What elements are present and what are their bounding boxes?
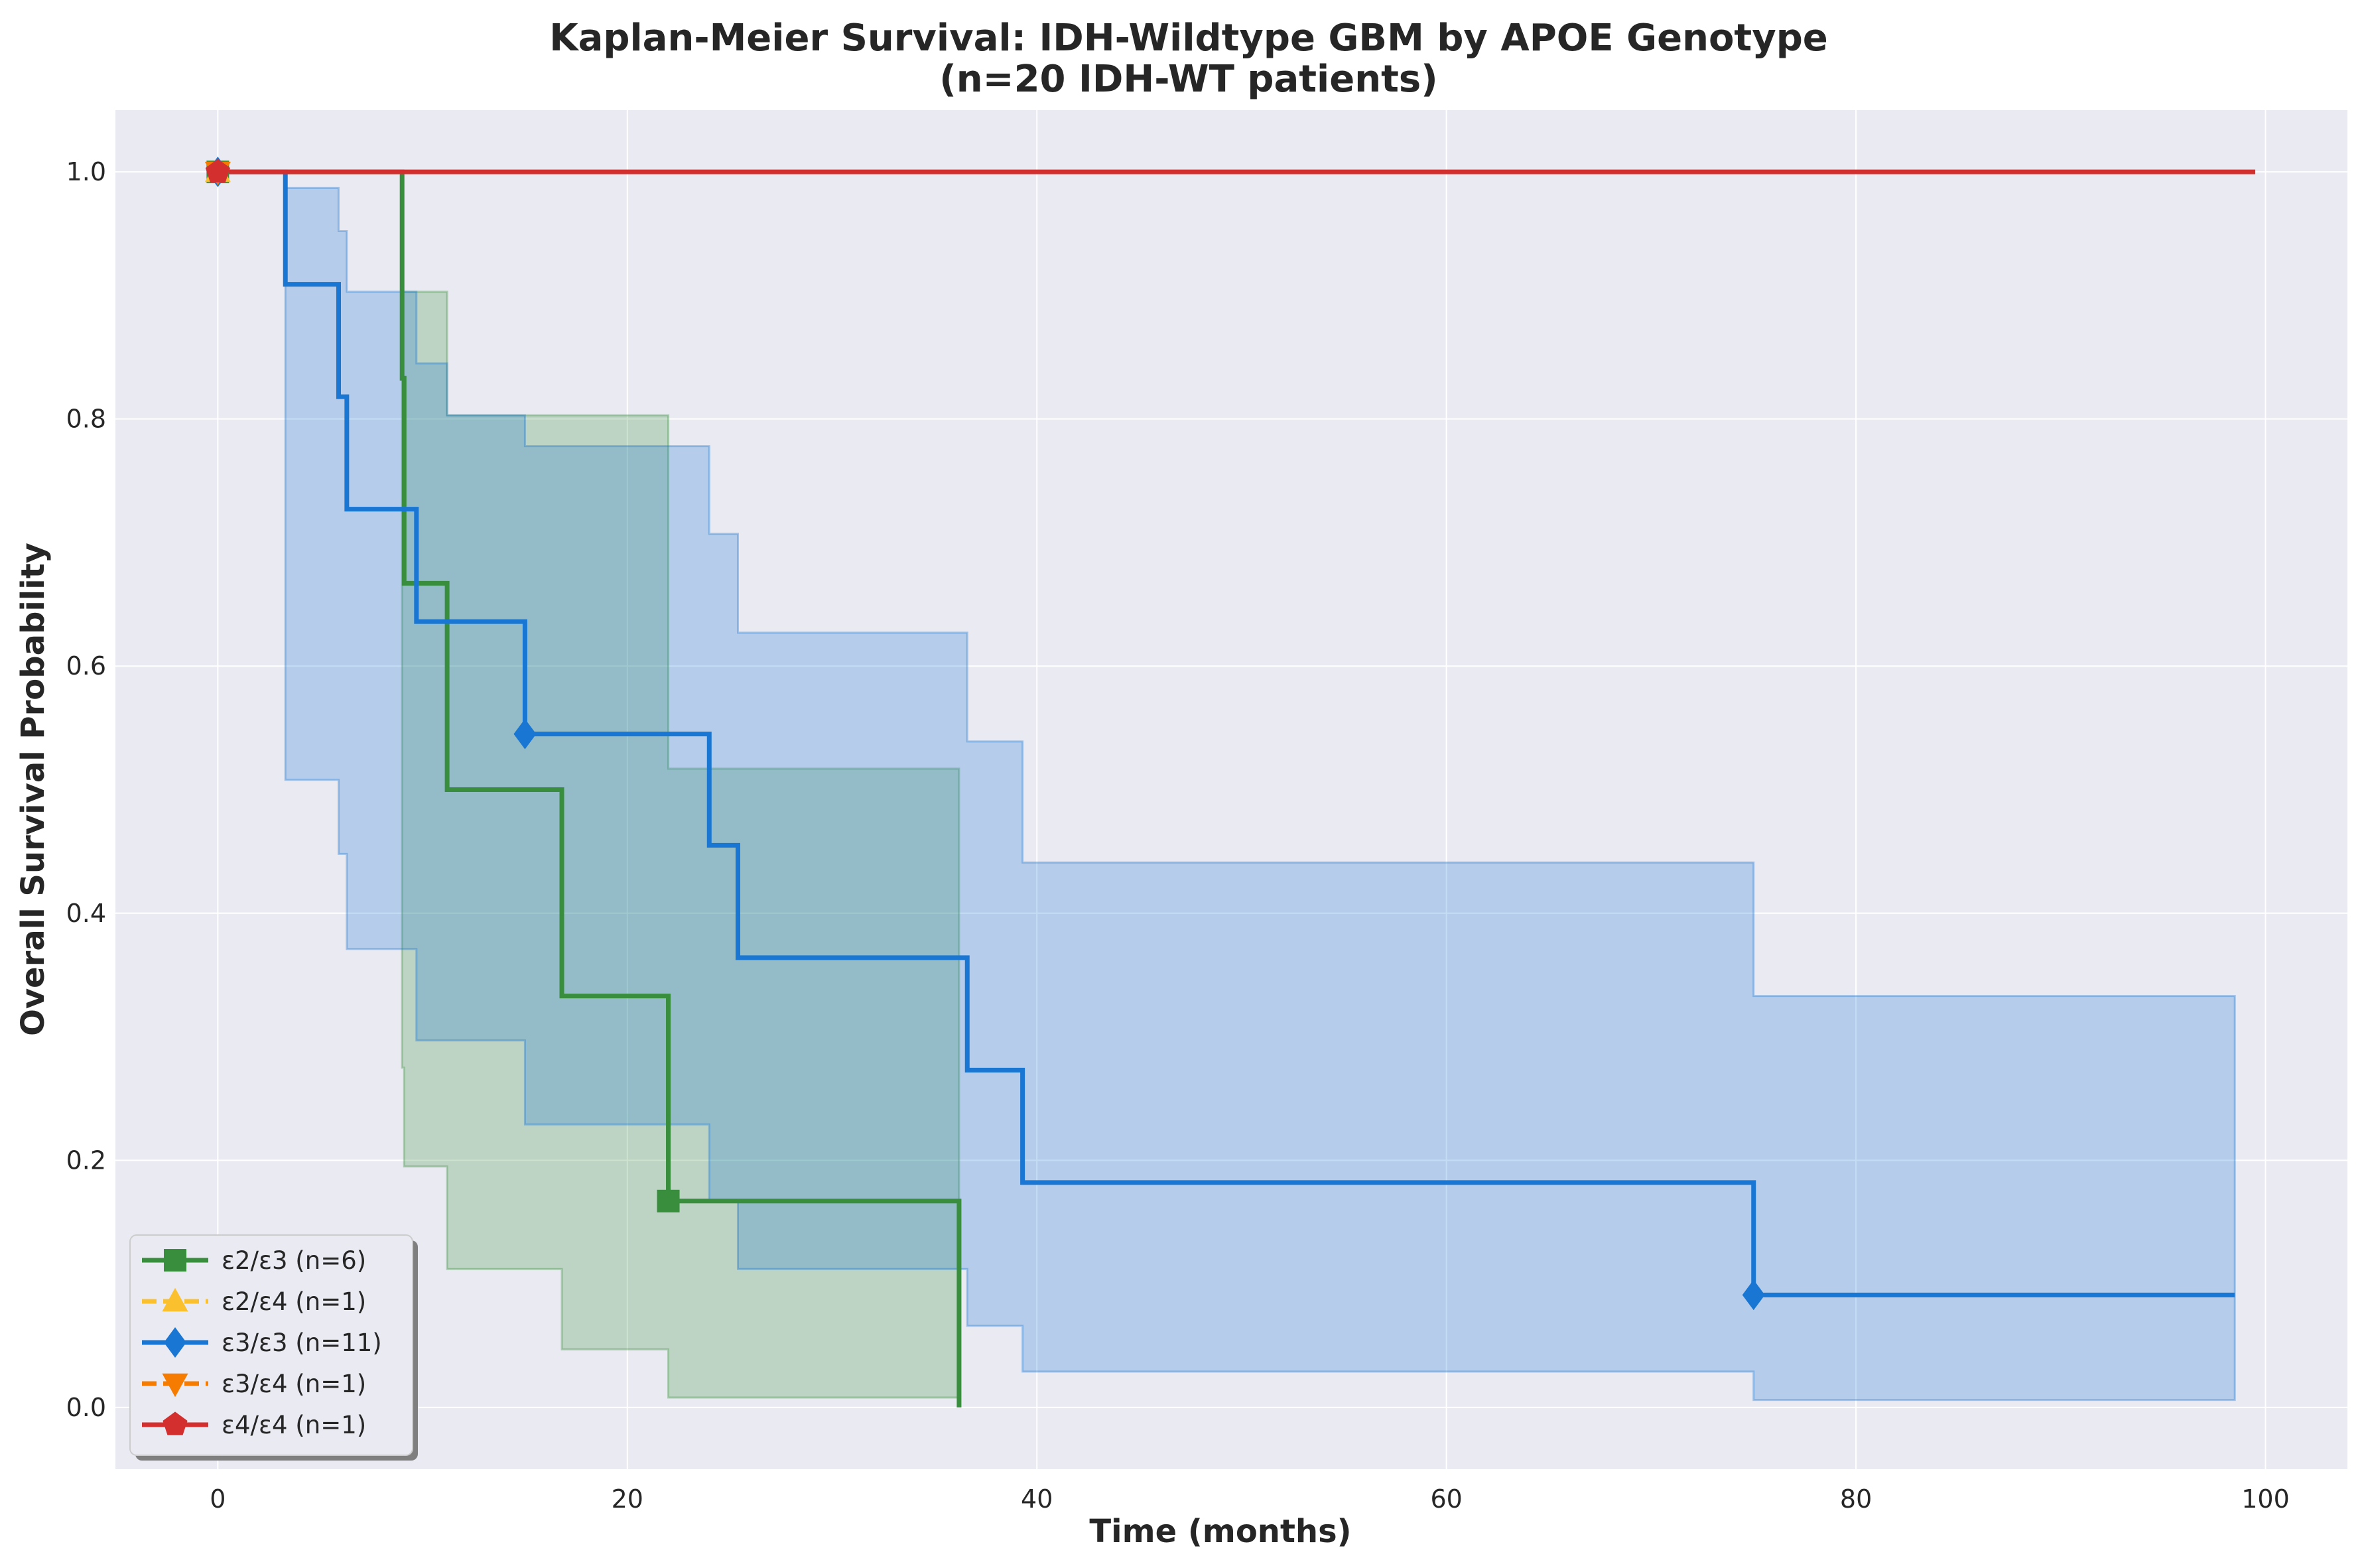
legend-label--3-4: ε3/ε4 (n=1) — [222, 1370, 366, 1398]
legend-label--4-4: ε4/ε4 (n=1) — [222, 1411, 366, 1439]
y-tick-label: 0.6 — [66, 651, 106, 681]
legend-box — [129, 1234, 413, 1456]
ci-band--3-3 — [284, 186, 2236, 1402]
legend-label--2-3: ε2/ε3 (n=6) — [222, 1246, 366, 1275]
ci-band--2-3 — [401, 291, 960, 1399]
x-tick-label: 60 — [1430, 1484, 1462, 1514]
chart-title: Kaplan-Meier Survival: IDH-Wildtype GBM … — [549, 17, 1828, 60]
x-tick-label: 80 — [1840, 1484, 1872, 1514]
legend-marker--2-3 — [164, 1249, 186, 1272]
marker--3-3 — [1742, 1279, 1765, 1311]
x-tick-label: 0 — [210, 1484, 226, 1514]
y-tick-label: 1.0 — [66, 157, 106, 186]
marker--3-3 — [513, 718, 537, 750]
x-axis-ticks: 0 20 40 60 80 100 — [210, 1484, 2290, 1514]
curve--3-3 — [218, 169, 2235, 1297]
y-tick-label: 0.0 — [66, 1393, 106, 1422]
y-tick-label: 0.4 — [66, 899, 106, 928]
chart-subtitle: (n=20 IDH-WT patients) — [939, 58, 1438, 101]
legend-marker--3-4 — [162, 1373, 188, 1398]
marker--2-3 — [657, 1189, 680, 1212]
grid — [115, 110, 2347, 1469]
y-axis-label: Overall Survival Probability — [15, 543, 52, 1036]
x-tick-label: 40 — [1021, 1484, 1053, 1514]
x-tick-label: 20 — [612, 1484, 643, 1514]
y-tick-label: 0.2 — [66, 1145, 106, 1175]
legend-label--2-4: ε2/ε4 (n=1) — [222, 1287, 366, 1316]
legend-label--3-3: ε3/ε3 (n=11) — [222, 1329, 382, 1357]
y-axis-ticks: 0.0 0.2 0.4 0.6 0.8 1.0 — [66, 157, 106, 1422]
legend-marker--3-3 — [164, 1327, 186, 1358]
legend-marker--4-4 — [163, 1411, 188, 1435]
legend-marker--2-4 — [162, 1287, 188, 1312]
curve-markers — [204, 157, 1765, 1311]
x-tick-label: 100 — [2241, 1484, 2290, 1514]
confidence-bands — [284, 186, 2236, 1402]
marker--4-4 — [205, 159, 230, 182]
legend: ε2/ε3 (n=6) ε2/ε4 (n=1) ε3/ε3 (n=11) ε3/ε4 … — [129, 1234, 418, 1461]
x-axis-label: Time (months) — [1089, 1513, 1351, 1550]
y-tick-label: 0.8 — [66, 405, 106, 434]
